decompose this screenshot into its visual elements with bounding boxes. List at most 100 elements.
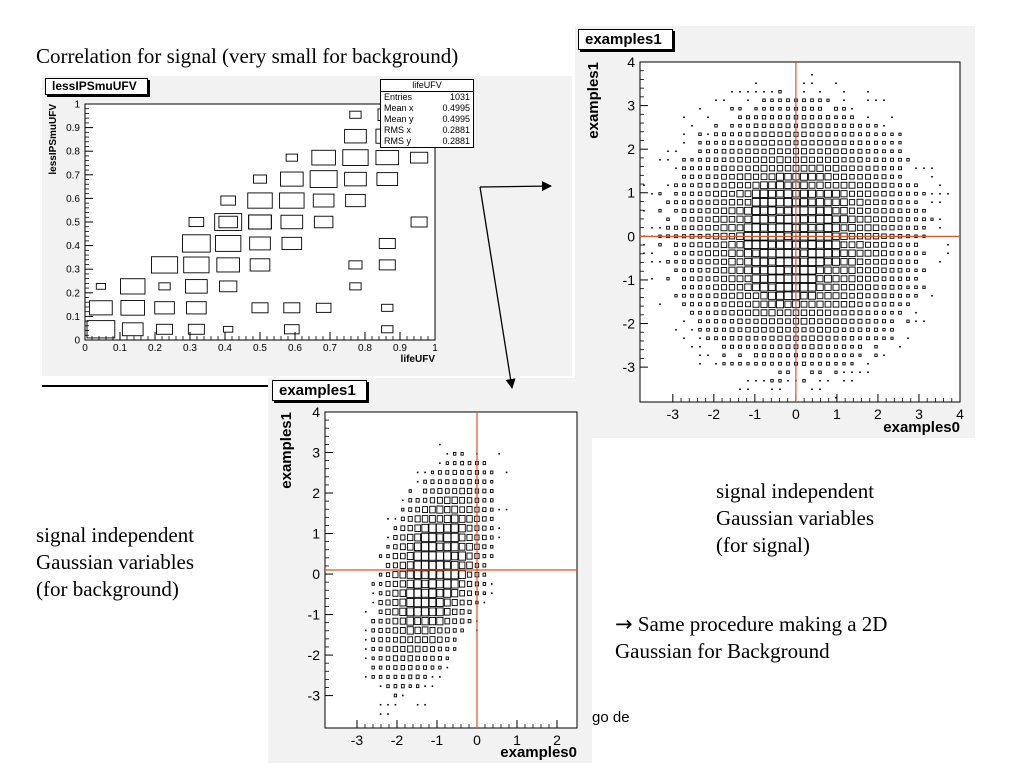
hist-cell xyxy=(445,656,449,661)
y-tick-label: 0 xyxy=(627,228,635,244)
hist-cell xyxy=(799,198,809,207)
hist-cell xyxy=(416,471,419,474)
hist-cell xyxy=(666,277,670,281)
hist-cell xyxy=(737,335,743,341)
hist-cell xyxy=(799,223,809,232)
hist-cell xyxy=(809,156,815,163)
hist-cell xyxy=(891,116,893,119)
hist-cell xyxy=(722,327,726,332)
hist-cell xyxy=(436,598,444,607)
hist-cell xyxy=(897,191,903,196)
hist-cell xyxy=(906,200,910,205)
hist-cell xyxy=(682,293,686,298)
hist-cell xyxy=(698,132,702,136)
background-plot-title: examples1 xyxy=(272,380,367,401)
hist-cell xyxy=(914,191,918,196)
hist-cell xyxy=(466,552,473,560)
hist-cell xyxy=(436,533,444,542)
hist-cell xyxy=(817,123,823,129)
hist-cell xyxy=(775,265,785,275)
hist-cell xyxy=(407,665,413,671)
hist-cell xyxy=(667,184,669,187)
hist-cell xyxy=(867,99,869,102)
hist-cell xyxy=(848,223,856,232)
hist-cell xyxy=(816,292,824,300)
hist-cell xyxy=(914,251,918,256)
hist-cell xyxy=(379,703,382,706)
hist-cell xyxy=(897,251,903,256)
hist-cell xyxy=(437,646,442,652)
hist-cell xyxy=(429,515,436,523)
hist-cell xyxy=(345,193,366,208)
hist-cell xyxy=(158,282,171,291)
hist-cell xyxy=(783,274,793,283)
x-tick-label: -2 xyxy=(391,732,404,748)
hist-cell xyxy=(216,257,240,273)
hist-cell xyxy=(842,353,846,358)
hist-cell xyxy=(881,302,887,307)
hist-cell xyxy=(413,588,422,598)
hist-cell xyxy=(482,507,487,512)
hist-cell xyxy=(883,124,885,127)
hist-cell xyxy=(906,268,910,273)
hist-cell xyxy=(889,250,895,256)
hist-cell xyxy=(816,300,824,308)
hist-cell xyxy=(364,648,367,650)
hist-cell xyxy=(832,292,840,300)
hist-cell xyxy=(729,140,735,146)
hist-cell xyxy=(816,283,824,291)
hist-cell xyxy=(897,242,903,247)
hist-cell xyxy=(408,674,413,680)
hist-cell xyxy=(682,242,686,247)
hist-cell xyxy=(881,241,887,248)
hist-cell xyxy=(785,148,791,155)
x-tick-label: -3 xyxy=(667,406,680,422)
hist-cell xyxy=(424,703,426,706)
hist-cell xyxy=(834,115,838,120)
hist-cell xyxy=(651,192,653,195)
hist-cell xyxy=(873,258,879,265)
hist-cell xyxy=(897,216,903,222)
hist-cell xyxy=(466,497,473,504)
hist-cell xyxy=(776,156,784,164)
hist-cell xyxy=(729,319,735,324)
hist-cell xyxy=(386,554,390,559)
hist-cell xyxy=(849,336,855,341)
hist-cell xyxy=(378,665,383,670)
hist-cell xyxy=(947,192,949,195)
hist-cell xyxy=(799,282,809,292)
y-tick-label: 1 xyxy=(312,525,320,541)
hist-cell xyxy=(783,240,793,250)
hist-cell xyxy=(881,208,887,214)
hist-cell xyxy=(922,192,926,196)
hist-cell xyxy=(769,327,775,333)
hist-cell xyxy=(683,116,685,119)
hist-cell xyxy=(430,470,435,475)
hist-cell xyxy=(785,344,791,350)
hist-cell xyxy=(823,249,833,258)
hist-cell xyxy=(897,208,903,214)
background-plot-svg: -3 -2 -1 0 1 2 -3 -2 -1 0 1 2 3 4 examples0 examples1 xyxy=(268,378,592,763)
hist-cell xyxy=(808,300,816,308)
hist-cell xyxy=(728,207,736,215)
hist-cell xyxy=(889,276,895,282)
hist-cell xyxy=(392,589,399,597)
hist-cell xyxy=(840,206,848,215)
hist-cell xyxy=(801,115,807,120)
hist-cell xyxy=(414,636,421,644)
hist-cell xyxy=(767,291,777,300)
hist-cell xyxy=(915,311,917,314)
signal-caption-line-1: signal independent xyxy=(716,479,875,503)
hist-cell xyxy=(490,583,493,585)
hist-cell xyxy=(730,123,734,128)
stats-row-mean-y: Mean y 0.4995 xyxy=(384,114,470,124)
hist-cell xyxy=(824,300,832,308)
hist-cell xyxy=(931,192,933,195)
hist-cell xyxy=(437,636,443,643)
hist-cell xyxy=(800,215,808,224)
hist-cell xyxy=(219,280,238,293)
hist-cell xyxy=(832,164,840,172)
hist-cell xyxy=(760,292,768,300)
hist-cell xyxy=(815,257,825,267)
hist-cell xyxy=(785,327,791,333)
